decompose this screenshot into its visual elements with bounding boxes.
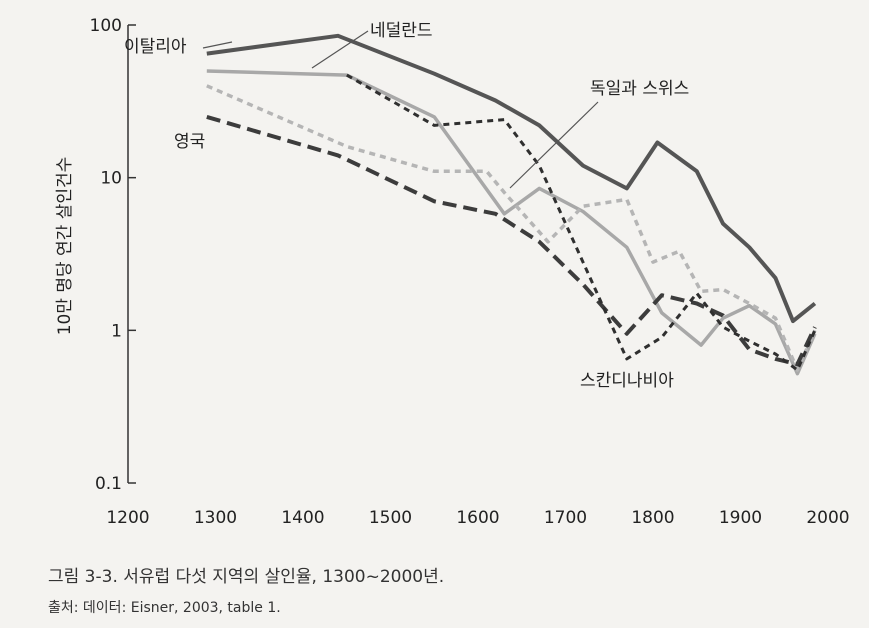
x-tick-label: 1200 xyxy=(106,508,149,528)
x-tick-label: 1300 xyxy=(194,508,237,528)
label-scandinavia: 스칸디나비아 xyxy=(580,371,674,391)
series-line-0 xyxy=(206,33,817,324)
leader-line-italy xyxy=(202,41,233,49)
series-line-2 xyxy=(206,84,817,372)
label-netherlands: 네덜란드 xyxy=(370,21,433,41)
y-tick-label: 1 xyxy=(111,321,122,341)
y-tick-label: 10 xyxy=(100,169,122,189)
chart-series xyxy=(206,33,817,376)
x-tick-label: 1600 xyxy=(456,508,499,528)
leader-line-germany-switzerland xyxy=(509,101,599,189)
series-line-1 xyxy=(206,69,817,376)
label-italy: 이탈리아 xyxy=(124,37,187,57)
figure-source: 출처: 데이터: Eisner, 2003, table 1. xyxy=(48,600,281,616)
chart-axes: 100 10 1 0.1 1200 1300 1400 1500 1600 1700 1800 190… xyxy=(55,16,850,528)
leader-line-netherlands xyxy=(311,30,369,69)
label-germany-switzerland: 독일과 스위스 xyxy=(590,79,689,99)
x-tick-label: 1900 xyxy=(719,508,762,528)
y-tick-label: 100 xyxy=(90,16,122,36)
x-tick-label: 1800 xyxy=(631,508,674,528)
x-tick-label: 1500 xyxy=(369,508,412,528)
y-axis-title: 10만 명당 연간 살인건수 xyxy=(55,157,75,336)
series-line-3 xyxy=(206,114,817,367)
chart-annotations: 이탈리아 네덜란드 독일과 스위스 영국 스칸디나비아 xyxy=(124,21,689,391)
series-line-4 xyxy=(346,73,817,372)
figure-caption: 그림 3-3. 서유럽 다섯 지역의 살인율, 1300~2000년. xyxy=(48,567,445,587)
x-tick-label: 1400 xyxy=(281,508,324,528)
x-tick-label: 2000 xyxy=(806,508,849,528)
label-england: 영국 xyxy=(174,132,205,152)
y-tick-label: 0.1 xyxy=(95,474,122,494)
x-tick-label: 1700 xyxy=(544,508,587,528)
